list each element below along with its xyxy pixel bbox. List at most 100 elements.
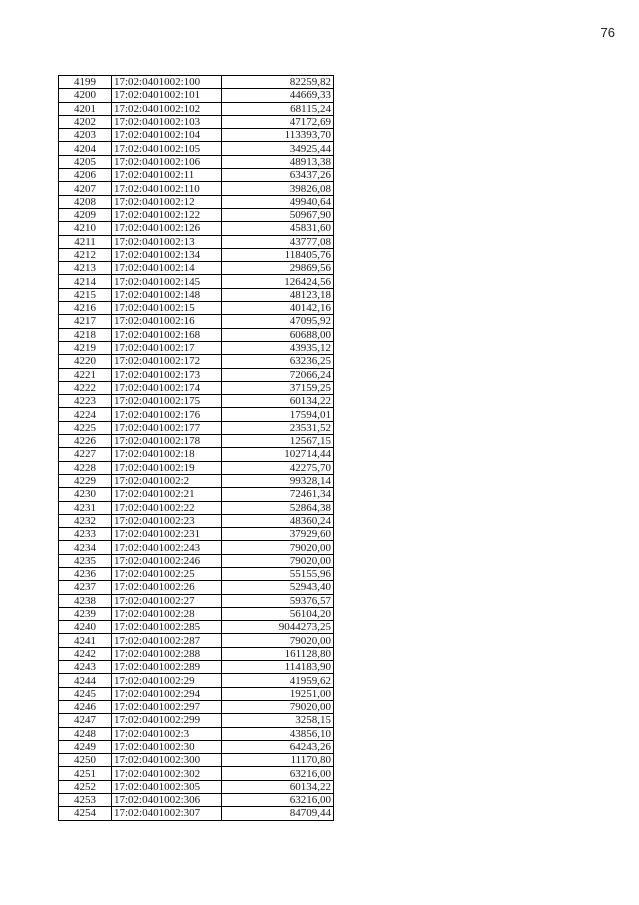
value-cell: 60134,22	[221, 779, 334, 795]
cadastral-number-cell: 17:02:0401002:11	[111, 168, 222, 183]
table-row: 4247 17:02:0401002:299 3258,15	[58, 713, 334, 728]
cadastral-number-cell: 17:02:0401002:122	[111, 207, 222, 223]
row-index-cell: 4200	[58, 88, 112, 103]
row-index-cell: 4244	[58, 673, 112, 688]
table-row: 4246 17:02:0401002:297 79020,00	[58, 699, 334, 715]
table-row: 4205 17:02:0401002:106 48913,38	[58, 154, 334, 170]
table-row: 4242 17:02:0401002:288 161128,80	[58, 646, 334, 662]
row-index-cell: 4226	[58, 434, 112, 449]
cadastral-number-cell: 17:02:0401002:305	[111, 779, 222, 795]
cadastral-number-cell: 17:02:0401002:27	[111, 593, 222, 608]
value-cell: 161128,80	[221, 646, 334, 662]
table-row: 4249 17:02:0401002:30 64243,26	[58, 739, 334, 755]
row-index-cell: 4208	[58, 194, 112, 209]
value-cell: 41959,62	[221, 673, 334, 688]
cadastral-number-cell: 17:02:0401002:126	[111, 221, 222, 236]
cadastral-number-cell: 17:02:0401002:104	[111, 128, 222, 143]
table-row: 4209 17:02:0401002:122 50967,90	[58, 207, 334, 223]
cadastral-number-cell: 17:02:0401002:289	[111, 660, 222, 675]
value-cell: 39826,08	[221, 181, 334, 196]
table-row: 4239 17:02:0401002:28 56104,20	[58, 606, 334, 622]
value-cell: 49940,64	[221, 194, 334, 209]
value-cell: 79020,00	[221, 699, 334, 715]
table-row: 4250 17:02:0401002:300 11170,80	[58, 753, 334, 768]
row-index-cell: 4239	[58, 606, 112, 622]
value-cell: 43856,10	[221, 726, 334, 741]
row-index-cell: 4254	[58, 806, 112, 821]
cadastral-number-cell: 17:02:0401002:246	[111, 553, 222, 568]
table-row: 4217 17:02:0401002:16 47095,92	[58, 314, 334, 329]
row-index-cell: 4221	[58, 367, 112, 382]
cadastral-number-cell: 17:02:0401002:18	[111, 447, 222, 462]
row-index-cell: 4252	[58, 779, 112, 795]
value-cell: 37159,25	[221, 380, 334, 396]
cadastral-number-cell: 17:02:0401002:168	[111, 327, 222, 342]
cadastral-number-cell: 17:02:0401002:106	[111, 154, 222, 170]
cadastral-number-cell: 17:02:0401002:243	[111, 540, 222, 555]
value-cell: 59376,57	[221, 593, 334, 608]
value-cell: 63216,00	[221, 793, 334, 808]
cadastral-number-cell: 17:02:0401002:100	[111, 74, 222, 90]
table-row: 4201 17:02:0401002:102 68115,24	[58, 101, 334, 116]
table-row: 4231 17:02:0401002:22 52864,38	[58, 500, 334, 515]
cadastral-number-cell: 17:02:0401002:103	[111, 114, 222, 130]
table-row: 4204 17:02:0401002:105 34925,44	[58, 141, 334, 156]
row-index-cell: 4219	[58, 340, 112, 356]
row-index-cell: 4206	[58, 168, 112, 183]
cadastral-number-cell: 17:02:0401002:28	[111, 606, 222, 622]
row-index-cell: 4231	[58, 500, 112, 515]
row-index-cell: 4236	[58, 566, 112, 582]
row-index-cell: 4245	[58, 686, 112, 701]
table-row: 4238 17:02:0401002:27 59376,57	[58, 593, 334, 608]
cadastral-number-cell: 17:02:0401002:172	[111, 354, 222, 369]
table-row: 4221 17:02:0401002:173 72066,24	[58, 367, 334, 382]
value-cell: 68115,24	[221, 101, 334, 116]
value-cell: 45831,60	[221, 221, 334, 236]
row-index-cell: 4249	[58, 739, 112, 755]
value-cell: 72461,34	[221, 487, 334, 502]
table-row: 4245 17:02:0401002:294 19251,00	[58, 686, 334, 701]
value-cell: 113393,70	[221, 128, 334, 143]
cadastral-number-cell: 17:02:0401002:297	[111, 699, 222, 715]
table-row: 4252 17:02:0401002:305 60134,22	[58, 779, 334, 795]
value-cell: 56104,20	[221, 606, 334, 622]
table-row: 4234 17:02:0401002:243 79020,00	[58, 540, 334, 555]
table-row: 4230 17:02:0401002:21 72461,34	[58, 487, 334, 502]
row-index-cell: 4211	[58, 234, 112, 249]
cadastral-number-cell: 17:02:0401002:148	[111, 287, 222, 303]
row-index-cell: 4214	[58, 274, 112, 289]
table-row: 4216 17:02:0401002:15 40142,16	[58, 301, 334, 316]
value-cell: 55155,96	[221, 566, 334, 582]
row-index-cell: 4207	[58, 181, 112, 196]
row-index-cell: 4215	[58, 287, 112, 303]
cadastral-number-cell: 17:02:0401002:110	[111, 181, 222, 196]
table-row: 4200 17:02:0401002:101 44669,33	[58, 88, 334, 103]
row-index-cell: 4205	[58, 154, 112, 170]
cadastral-number-cell: 17:02:0401002:307	[111, 806, 222, 821]
value-cell: 11170,80	[221, 753, 334, 768]
value-cell: 82259,82	[221, 74, 334, 90]
table-row: 4218 17:02:0401002:168 60688,00	[58, 327, 334, 342]
table-row: 4251 17:02:0401002:302 63216,00	[58, 766, 334, 781]
value-cell: 99328,14	[221, 473, 334, 489]
row-index-cell: 4237	[58, 580, 112, 595]
value-cell: 63216,00	[221, 766, 334, 781]
value-cell: 47172,69	[221, 114, 334, 130]
cadastral-number-cell: 17:02:0401002:101	[111, 88, 222, 103]
cadastral-number-cell: 17:02:0401002:16	[111, 314, 222, 329]
parcel-table: 4199 17:02:0401002:100 82259,82 4200 17:02:0…	[58, 74, 334, 821]
value-cell: 60688,00	[221, 327, 334, 342]
table-row: 4212 17:02:0401002:134 118405,76	[58, 247, 334, 263]
table-row: 4224 17:02:0401002:176 17594,01	[58, 407, 334, 422]
value-cell: 40142,16	[221, 301, 334, 316]
table-row: 4243 17:02:0401002:289 114183,90	[58, 660, 334, 675]
table-row: 4220 17:02:0401002:172 63236,25	[58, 354, 334, 369]
value-cell: 9044273,25	[221, 620, 334, 635]
row-index-cell: 4243	[58, 660, 112, 675]
table-row: 4248 17:02:0401002:3 43856,10	[58, 726, 334, 741]
value-cell: 29869,56	[221, 261, 334, 276]
row-index-cell: 4230	[58, 487, 112, 502]
row-index-cell: 4209	[58, 207, 112, 223]
row-index-cell: 4222	[58, 380, 112, 396]
cadastral-number-cell: 17:02:0401002:29	[111, 673, 222, 688]
